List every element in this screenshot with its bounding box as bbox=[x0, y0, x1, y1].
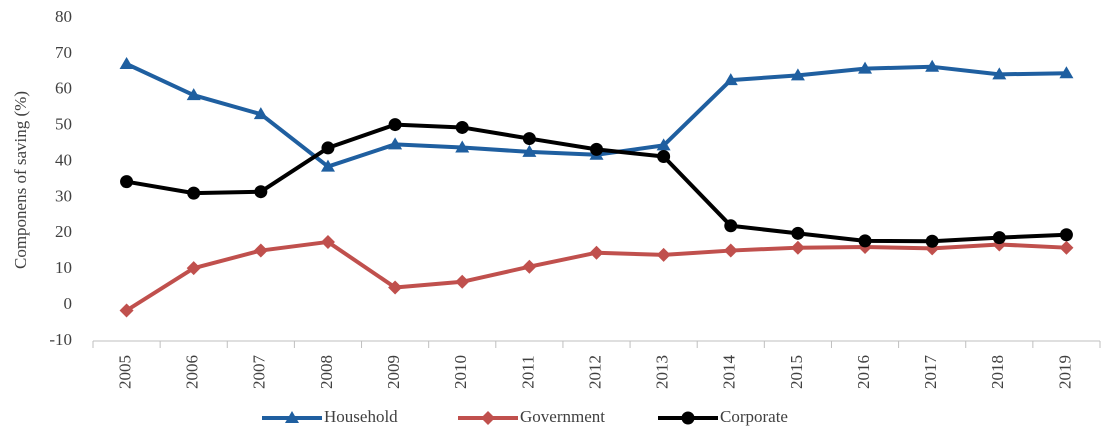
y-tick-label: 20 bbox=[55, 222, 72, 241]
data-point bbox=[187, 186, 201, 200]
x-tick-label: 2017 bbox=[921, 355, 940, 390]
y-tick-label: 10 bbox=[55, 258, 72, 277]
x-tick-label: 2008 bbox=[317, 355, 336, 389]
data-point bbox=[321, 141, 335, 155]
data-point bbox=[1059, 240, 1074, 255]
data-point bbox=[320, 159, 335, 172]
data-point bbox=[925, 59, 940, 72]
data-point bbox=[992, 67, 1007, 80]
data-point bbox=[254, 185, 268, 199]
data-point bbox=[590, 142, 603, 156]
data-point bbox=[723, 73, 738, 86]
data-point bbox=[522, 132, 536, 146]
y-axis-label: Componens of saving (%) bbox=[11, 91, 30, 269]
x-tick-label: 2011 bbox=[518, 355, 537, 388]
data-point bbox=[925, 234, 939, 248]
y-tick-label: 30 bbox=[55, 186, 72, 205]
legend-marker bbox=[481, 411, 495, 425]
data-point bbox=[657, 150, 671, 164]
data-point bbox=[253, 243, 268, 258]
legend-marker bbox=[285, 411, 299, 423]
legend-label: Household bbox=[324, 407, 398, 426]
data-point bbox=[455, 120, 469, 134]
data-point bbox=[992, 231, 1006, 245]
x-tick-label: 2010 bbox=[451, 355, 470, 389]
x-tick-label: 2005 bbox=[115, 355, 134, 389]
data-point bbox=[656, 138, 671, 151]
y-tick-label: 60 bbox=[55, 79, 72, 98]
data-point bbox=[455, 274, 470, 289]
data-point bbox=[1059, 66, 1074, 79]
data-point bbox=[791, 226, 805, 240]
y-tick-label: 70 bbox=[55, 43, 72, 62]
data-point bbox=[186, 88, 201, 101]
x-tick-label: 2013 bbox=[653, 355, 672, 389]
x-tick-label: 2015 bbox=[787, 355, 806, 389]
legend-label: Government bbox=[520, 407, 605, 426]
data-point bbox=[320, 234, 335, 249]
data-point bbox=[388, 280, 403, 295]
data-point bbox=[858, 61, 873, 74]
x-tick-label: 2018 bbox=[988, 355, 1007, 389]
data-point bbox=[388, 118, 402, 132]
x-tick-label: 2016 bbox=[854, 355, 873, 389]
x-tick-label: 2014 bbox=[720, 355, 739, 390]
data-point bbox=[589, 245, 604, 260]
x-tick-label: 2009 bbox=[384, 355, 403, 389]
data-point bbox=[120, 175, 134, 189]
y-tick-label: 0 bbox=[64, 294, 73, 313]
data-point bbox=[858, 234, 872, 248]
data-point bbox=[119, 56, 134, 69]
legend-marker bbox=[681, 411, 695, 425]
data-point bbox=[656, 247, 671, 262]
data-point bbox=[455, 140, 470, 153]
data-point bbox=[186, 261, 201, 276]
data-point bbox=[790, 68, 805, 81]
y-tick-label: 40 bbox=[55, 150, 72, 169]
data-point bbox=[790, 240, 805, 255]
data-point bbox=[522, 259, 537, 274]
y-tick-label: 80 bbox=[55, 7, 72, 26]
x-tick-label: 2006 bbox=[183, 355, 202, 389]
data-point bbox=[724, 219, 738, 233]
data-point bbox=[388, 137, 403, 150]
data-point bbox=[253, 107, 268, 120]
data-point bbox=[1059, 228, 1073, 242]
y-tick-label: -10 bbox=[49, 330, 72, 349]
x-tick-label: 2019 bbox=[1055, 355, 1074, 389]
data-point bbox=[119, 303, 134, 318]
legend-label: Corporate bbox=[720, 407, 788, 426]
data-point bbox=[723, 243, 738, 258]
x-tick-label: 2007 bbox=[250, 355, 269, 390]
y-tick-label: 50 bbox=[55, 115, 72, 134]
x-tick-label: 2012 bbox=[585, 355, 604, 389]
series-line bbox=[126, 122, 1067, 244]
data-point bbox=[522, 144, 537, 157]
